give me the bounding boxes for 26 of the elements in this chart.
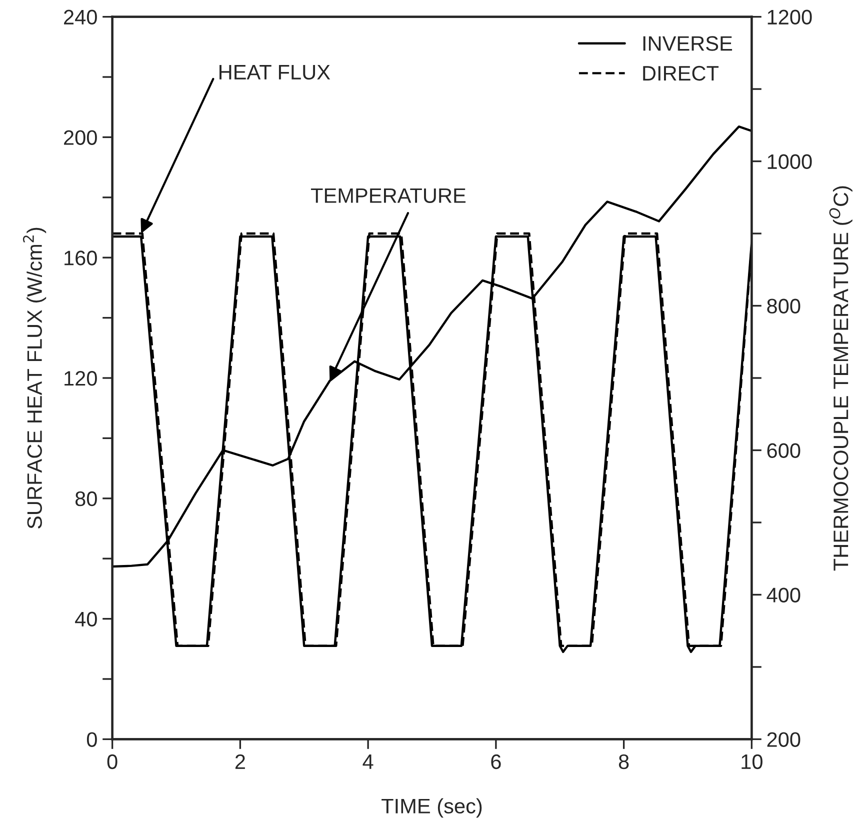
y-tick-label: 200 <box>64 130 97 145</box>
y-tick-label: 40 <box>75 612 97 627</box>
x-axis-title: TIME (sec) <box>382 798 482 818</box>
x-tick-label: 2 <box>235 754 245 769</box>
y2-axis-title: THERMOCOUPLE TEMPERATURE ($^{O}$C) <box>829 186 852 571</box>
y-tick-label: 240 <box>64 10 97 25</box>
y-tick-label: 120 <box>64 371 97 386</box>
y2-tick-label: 1200 <box>768 10 812 25</box>
y-tick-label: 80 <box>75 491 97 506</box>
x-tick-label: 4 <box>362 754 374 769</box>
y2-tick-label: 400 <box>766 588 800 602</box>
x-tick-label: 6 <box>491 754 501 770</box>
y-axis-title: SURFACE HEAT FLUX (W/cm$^{2}$) <box>22 228 46 529</box>
x-tick-label: 8 <box>618 754 629 770</box>
legend-label: DIRECT <box>643 66 719 81</box>
y2-tick-label: 600 <box>767 443 800 458</box>
y2-tick-label: 1000 <box>768 154 812 170</box>
annotation: TEMPERATURE <box>310 188 466 203</box>
y2-tick-label: 200 <box>767 732 800 747</box>
y-tick-label: 0 <box>86 732 97 747</box>
y-tick-label: 160 <box>64 250 97 266</box>
legend-label: INVERSE <box>643 36 732 51</box>
y2-tick-label: 800 <box>767 298 800 314</box>
x-tick-label: 0 <box>107 754 118 770</box>
annotation: HEAT FLUX <box>220 65 330 80</box>
x-tick-label: 10 <box>742 754 762 770</box>
